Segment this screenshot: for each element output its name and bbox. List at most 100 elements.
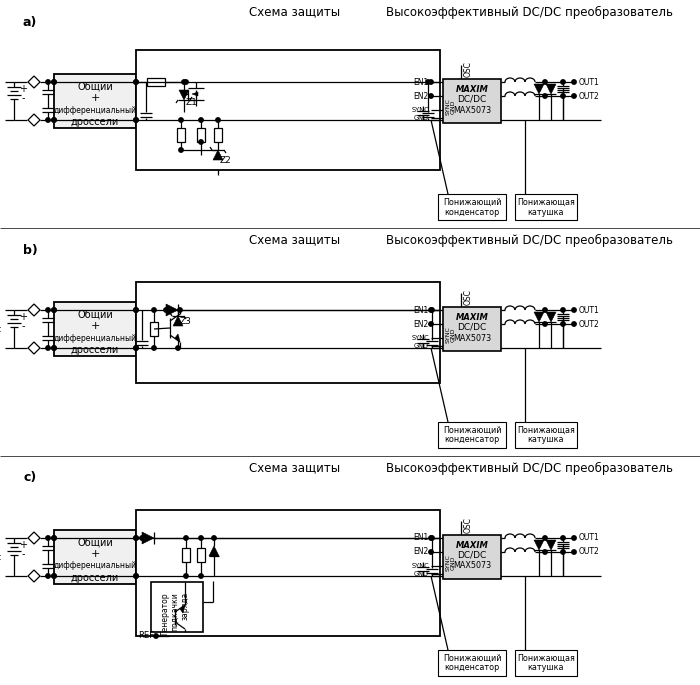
Text: заряда: заряда xyxy=(181,592,190,620)
Bar xyxy=(515,650,577,676)
Text: EN1: EN1 xyxy=(414,534,429,543)
Circle shape xyxy=(52,308,56,312)
Text: EN2: EN2 xyxy=(414,92,429,101)
Text: +: + xyxy=(90,321,99,331)
Circle shape xyxy=(134,79,138,84)
Text: +: + xyxy=(19,540,27,550)
Circle shape xyxy=(184,536,188,540)
Circle shape xyxy=(561,536,565,540)
Text: Общий: Общий xyxy=(77,538,113,548)
Text: Высокоэффективный DC/DC преобразователь: Высокоэффективный DC/DC преобразователь xyxy=(386,5,673,18)
Text: конденсатор: конденсатор xyxy=(444,208,500,216)
Circle shape xyxy=(212,536,216,540)
Text: Понижающий: Понижающий xyxy=(442,425,501,434)
Circle shape xyxy=(542,94,547,98)
Text: MAX5073: MAX5073 xyxy=(453,562,491,571)
Text: Общий: Общий xyxy=(77,82,113,92)
Circle shape xyxy=(140,536,144,540)
Text: GND: GND xyxy=(451,100,456,114)
Circle shape xyxy=(134,308,138,312)
Text: дифференциальный: дифференциальный xyxy=(53,105,136,114)
Bar xyxy=(515,194,577,220)
Text: OSC: OSC xyxy=(464,517,473,533)
Circle shape xyxy=(52,79,56,84)
Bar xyxy=(136,510,440,636)
Circle shape xyxy=(46,346,50,350)
Circle shape xyxy=(199,118,203,122)
Text: EN2: EN2 xyxy=(414,547,429,556)
Circle shape xyxy=(154,634,158,638)
Circle shape xyxy=(542,536,547,540)
Text: дифференциальный: дифференциальный xyxy=(53,562,136,571)
Bar xyxy=(443,307,501,351)
Bar xyxy=(515,422,577,448)
Polygon shape xyxy=(180,605,185,613)
Text: DC/DC: DC/DC xyxy=(457,95,486,103)
Circle shape xyxy=(52,118,56,122)
Text: Vbat: Vbat xyxy=(0,325,2,334)
Circle shape xyxy=(572,79,576,84)
Circle shape xyxy=(46,308,50,312)
Text: конденсатор: конденсатор xyxy=(444,436,500,445)
Text: Понижающая: Понижающая xyxy=(517,653,575,662)
Circle shape xyxy=(52,346,56,350)
Text: OSC: OSC xyxy=(464,289,473,305)
Text: дроссели: дроссели xyxy=(71,117,119,127)
Text: Vbat: Vbat xyxy=(0,553,2,562)
Text: +: + xyxy=(19,84,27,94)
Circle shape xyxy=(184,79,188,84)
Text: MAXIM: MAXIM xyxy=(456,540,489,549)
Text: EN2: EN2 xyxy=(414,319,429,329)
Bar xyxy=(214,128,222,142)
Circle shape xyxy=(52,79,56,84)
Circle shape xyxy=(46,536,50,540)
Circle shape xyxy=(561,79,565,84)
Bar xyxy=(438,194,506,220)
Text: SYNC: SYNC xyxy=(412,107,429,113)
Bar xyxy=(150,322,158,336)
Text: катушка: катушка xyxy=(528,664,564,673)
Text: SYNC: SYNC xyxy=(412,563,429,569)
Polygon shape xyxy=(142,532,154,544)
Circle shape xyxy=(184,574,188,578)
Circle shape xyxy=(542,322,547,326)
Circle shape xyxy=(182,79,186,84)
Polygon shape xyxy=(213,150,223,160)
Polygon shape xyxy=(546,540,556,550)
Circle shape xyxy=(178,148,183,152)
Text: Схема защиты: Схема защиты xyxy=(249,462,341,475)
Text: b): b) xyxy=(22,243,37,256)
Text: Общий: Общий xyxy=(77,310,113,320)
Text: DC/DC: DC/DC xyxy=(457,551,486,560)
Text: OUT2: OUT2 xyxy=(579,92,600,101)
Text: Высокоэффективный DC/DC преобразователь: Высокоэффективный DC/DC преобразователь xyxy=(386,462,673,475)
Circle shape xyxy=(429,308,433,312)
Text: Z1: Z1 xyxy=(186,97,198,106)
Text: OSC: OSC xyxy=(464,61,473,77)
Circle shape xyxy=(52,536,56,540)
Circle shape xyxy=(561,308,565,312)
Text: EN1: EN1 xyxy=(414,306,429,314)
Bar xyxy=(177,128,185,142)
Circle shape xyxy=(542,550,547,554)
Polygon shape xyxy=(534,312,544,322)
Text: MAX5073: MAX5073 xyxy=(453,105,491,114)
Text: Понижающая: Понижающая xyxy=(517,425,575,434)
Bar xyxy=(54,530,136,584)
Circle shape xyxy=(429,94,433,98)
Circle shape xyxy=(134,118,138,122)
Circle shape xyxy=(134,118,138,122)
Text: c): c) xyxy=(23,471,36,484)
Text: Z2: Z2 xyxy=(220,155,232,164)
Circle shape xyxy=(52,308,56,312)
Circle shape xyxy=(561,94,565,98)
Circle shape xyxy=(52,574,56,578)
Bar xyxy=(147,78,165,86)
Text: OUT1: OUT1 xyxy=(579,77,600,86)
Text: +: + xyxy=(90,93,99,103)
Text: дроссели: дроссели xyxy=(71,345,119,355)
Polygon shape xyxy=(173,316,183,326)
Circle shape xyxy=(199,536,203,540)
Polygon shape xyxy=(192,92,198,96)
Text: OUT1: OUT1 xyxy=(579,306,600,314)
